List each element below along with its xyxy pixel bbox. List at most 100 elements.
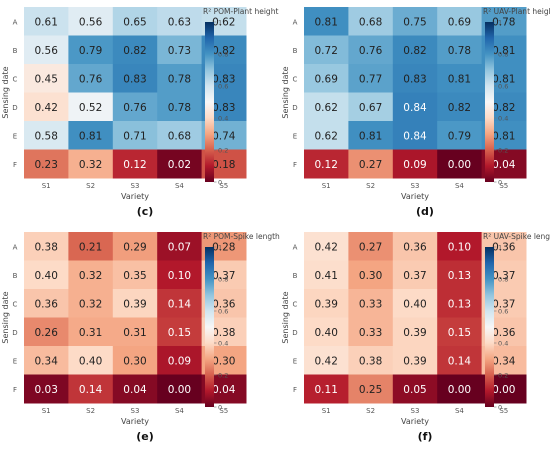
x-tick-label: S1: [322, 182, 331, 190]
cell-value-label: 0.04: [212, 384, 236, 396]
colorbar-tick-label: 1: [498, 244, 502, 252]
heatmap-cell: [112, 149, 158, 179]
cell-value-label: 0.09: [403, 159, 426, 171]
cell-value-label: 0.11: [315, 384, 338, 396]
heatmap-cell: [348, 346, 394, 375]
x-tick-label: S1: [322, 407, 331, 415]
cell-value-label: 0.82: [448, 102, 471, 114]
cell-value-label: 0.40: [315, 327, 338, 339]
cell-value-label: 0.40: [35, 270, 58, 282]
colorbar-tick-label: 0.4: [218, 340, 228, 348]
y-tick-label: D: [12, 329, 17, 337]
panel-label: (c): [137, 205, 154, 218]
heatmap-cell: [392, 35, 438, 65]
y-tick-label: A: [13, 18, 18, 26]
cell-value-label: 0.82: [492, 102, 515, 114]
cell-value-label: 0.32: [79, 298, 102, 310]
cell-value-label: 0.00: [492, 384, 515, 396]
colorbar-tick-label: 0: [498, 179, 502, 187]
x-tick-label: S5: [219, 182, 228, 190]
heatmap-cell: [437, 121, 483, 150]
heatmap-panel: 0.81 0.68 0.75 0.69 0.780.72 0.76 0.82 0.78 0.81…: [281, 7, 550, 218]
cell-value-label: 0.65: [123, 16, 146, 28]
y-tick-label: B: [13, 47, 18, 55]
colorbar-tick-label: 0.2: [218, 147, 228, 155]
cell-value-label: 0.21: [79, 241, 102, 253]
heatmap-panel: 0.42 0.27 0.36 0.10 0.360.41 0.30 0.37 0.13 0.37…: [281, 232, 550, 443]
cell-value-label: 0.12: [315, 159, 338, 171]
cell-value-label: 0.78: [448, 45, 471, 57]
cell-value-label: 0.72: [315, 45, 338, 57]
panel-label: (e): [136, 430, 154, 443]
colorbar-tick-label: 0.8: [218, 276, 228, 284]
heatmap-cell: [304, 121, 349, 150]
colorbar-tick-label: 1: [218, 19, 222, 27]
y-tick-label: C: [293, 75, 298, 83]
heatmap-cell: [157, 232, 203, 261]
cell-value-label: 0.83: [403, 73, 426, 85]
heatmap-cell: [437, 64, 483, 93]
heatmap-cell: [392, 374, 438, 404]
y-tick-label: A: [13, 243, 18, 251]
heatmap-cell: [304, 7, 349, 36]
cell-value-label: 0.81: [79, 130, 102, 142]
cell-value-label: 0.04: [492, 159, 516, 171]
cell-value-label: 0.12: [123, 159, 146, 171]
heatmap-cell: [348, 7, 394, 36]
heatmap-cell: [304, 64, 349, 93]
heatmap-panel: 0.61 0.56 0.65 0.63 0.620.56 0.79 0.82 0.73 0.82…: [1, 7, 278, 218]
colorbar-title: R² UAV-Spike length: [483, 232, 550, 241]
y-tick-label: F: [13, 386, 17, 394]
cell-value-label: 0.25: [359, 384, 382, 396]
cell-value-label: 0.26: [35, 327, 59, 339]
y-tick-label: F: [293, 386, 297, 394]
cell-value-label: 0.00: [168, 384, 191, 396]
cell-value-label: 0.27: [359, 159, 382, 171]
heatmap-cell: [437, 374, 483, 404]
heatmap-cell: [112, 92, 158, 122]
heatmap-cell: [112, 64, 158, 93]
cell-value-label: 0.36: [403, 241, 427, 253]
cell-value-label: 0.82: [403, 45, 426, 57]
x-axis-title: Variety: [121, 417, 149, 426]
heatmap-cell: [348, 64, 394, 93]
y-axis-title: Sensing date: [281, 291, 290, 343]
heatmap-cell: [437, 232, 483, 261]
cell-value-label: 0.79: [448, 130, 471, 142]
cell-value-label: 0.45: [35, 73, 58, 85]
colorbar-tick-label: 0: [498, 404, 502, 412]
x-tick-label: S3: [411, 182, 420, 190]
cell-value-label: 0.23: [35, 159, 58, 171]
x-tick-label: S5: [219, 407, 228, 415]
x-tick-label: S3: [411, 407, 420, 415]
heatmap-cell: [157, 121, 203, 150]
x-tick-label: S2: [86, 182, 95, 190]
heatmap-cell: [392, 149, 438, 179]
cell-value-label: 0.33: [359, 327, 382, 339]
cell-value-label: 0.39: [403, 327, 426, 339]
heatmap-cell: [157, 260, 203, 290]
heatmap-cell: [304, 317, 349, 347]
cell-value-label: 0.31: [123, 327, 146, 339]
x-tick-label: S2: [366, 182, 375, 190]
cell-value-label: 0.36: [212, 298, 236, 310]
cell-value-label: 0.68: [359, 16, 382, 28]
cell-value-label: 0.34: [492, 355, 516, 367]
cell-value-label: 0.02: [168, 159, 191, 171]
heatmap-cell: [24, 260, 69, 290]
cell-value-label: 0.73: [168, 45, 191, 57]
heatmap-cell: [24, 289, 69, 318]
cell-value-label: 0.84: [403, 102, 427, 114]
heatmap-cell: [348, 121, 394, 150]
colorbar-tick-label: 0: [218, 179, 222, 187]
cell-value-label: 0.83: [212, 102, 235, 114]
cell-value-label: 0.81: [492, 73, 515, 85]
x-axis-title: Variety: [401, 192, 429, 201]
heatmap-cell: [68, 121, 114, 150]
y-axis-title: Sensing date: [1, 66, 10, 118]
cell-value-label: 0.39: [123, 298, 146, 310]
cell-value-label: 0.32: [79, 159, 102, 171]
colorbar-tick-label: 0.8: [498, 51, 508, 59]
x-axis-title: Variety: [121, 192, 149, 201]
